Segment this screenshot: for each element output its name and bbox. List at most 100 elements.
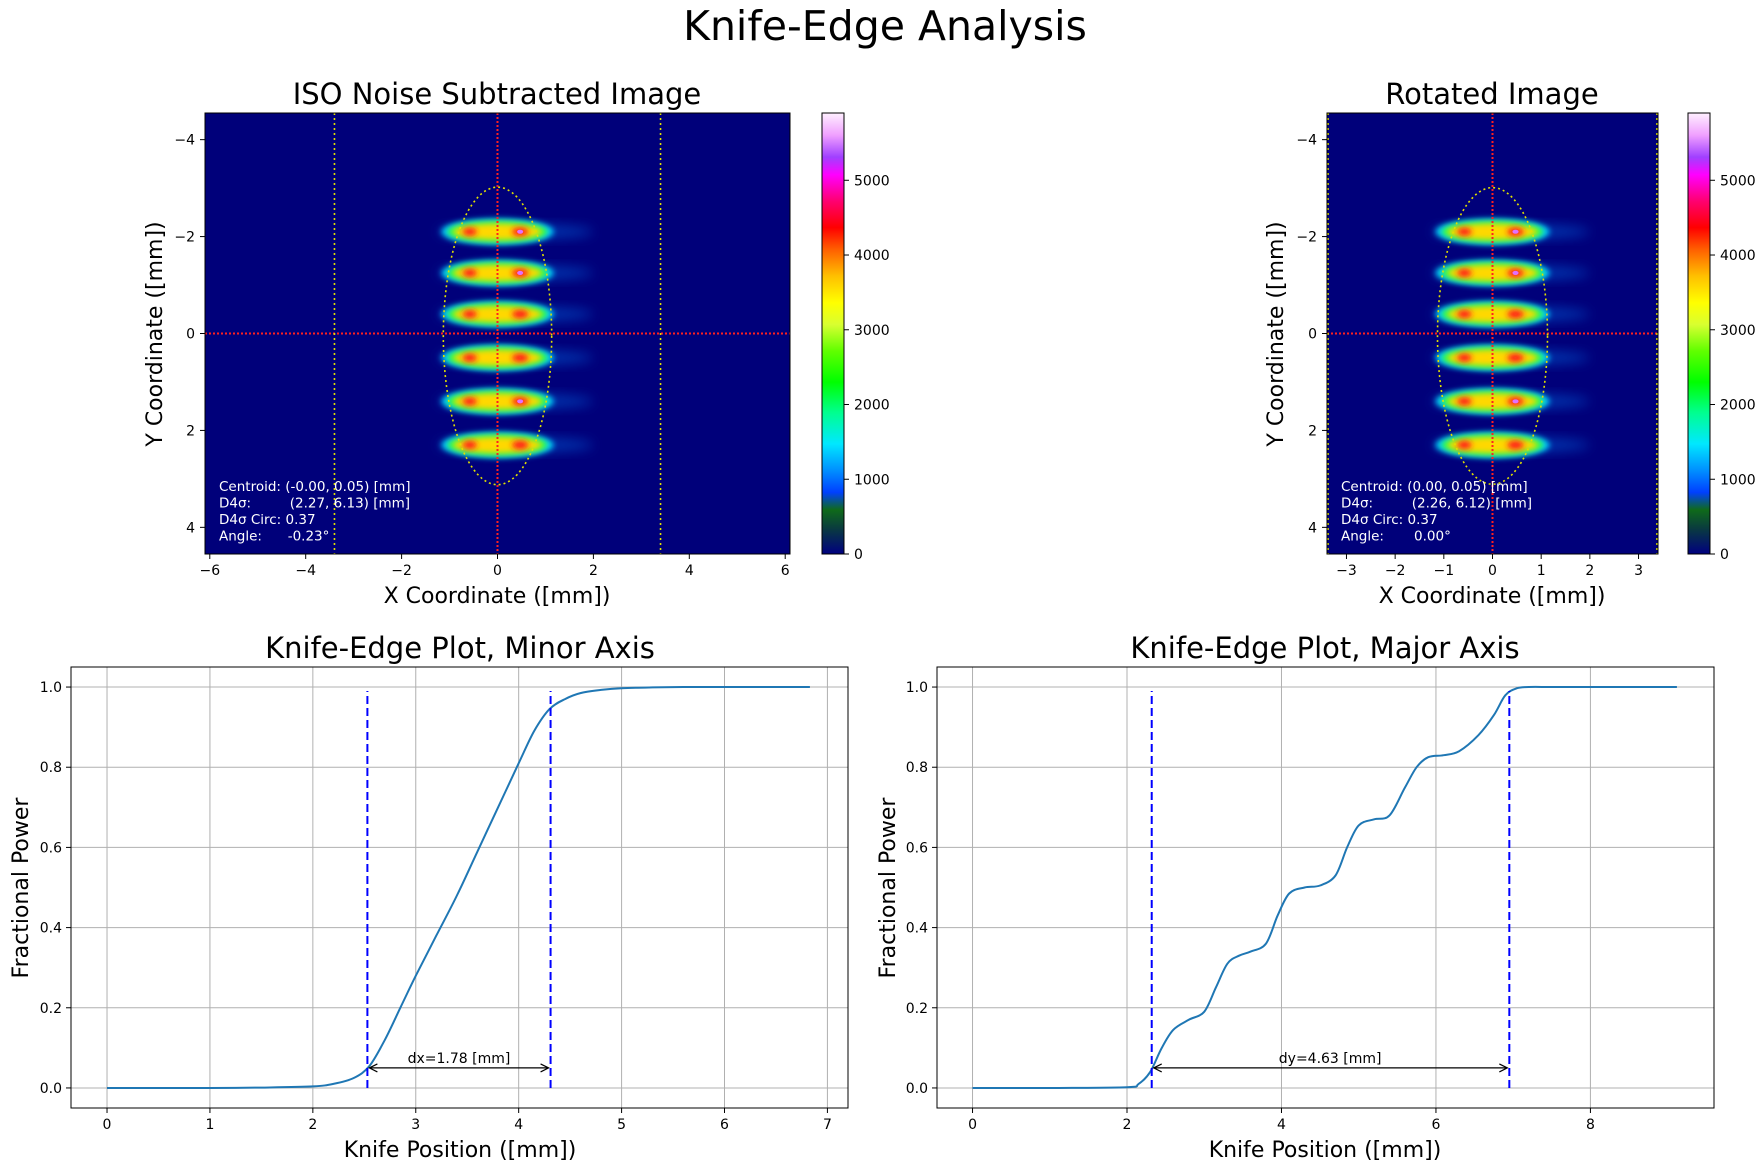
x-tick-label: 0 (1488, 563, 1497, 579)
x-tick-label: 8 (1586, 1117, 1595, 1133)
heatmap-iso-overlay (205, 113, 790, 554)
lobe-hotspot (1457, 268, 1472, 277)
beam-lobe (1431, 259, 1590, 287)
lobe-hotspot (462, 227, 477, 236)
y-tick-label: 0.8 (906, 760, 928, 776)
minor-arrow-label: dx=1.78 [mm] (408, 1051, 511, 1067)
y-tick-label: 0.6 (906, 840, 928, 856)
lobe-hotspot (462, 440, 477, 449)
x-tick-label: −3 (1336, 563, 1357, 579)
major-plot-marks (972, 685, 1677, 1090)
beam-lobes (1431, 218, 1590, 459)
heatmap-rotated-ylabel: Y Coordinate ([mm]) (1264, 221, 1289, 447)
colorbar-tick-label: 0 (854, 547, 863, 563)
x-tick-label: 6 (781, 563, 790, 579)
y-tick-label: −2 (174, 230, 195, 246)
lobe-hotspot (462, 353, 477, 362)
heatmap-rotated-ticks: −3 −2 −1 0 1 2 3 −4 −2 0 2 4 (1296, 133, 1643, 579)
y-tick-label: 0.4 (906, 921, 928, 937)
major-plot-frame (936, 666, 1715, 1109)
annotation-line: D4σ: (2.26, 6.12) [mm] (1341, 496, 1532, 512)
heatmap-panel-iso: ISO Noise Subtracted Image −6 −4 −2 0 2 4 6−4−… (143, 77, 890, 609)
major-plot-grid (937, 667, 1714, 1108)
y-tick-label: 0 (1308, 327, 1317, 343)
width-arrow-head-right (1499, 1063, 1509, 1073)
x-tick-label: 5 (617, 1117, 626, 1133)
colorbar-tick-label: 4000 (1720, 248, 1756, 264)
lobe-hotspot (1507, 309, 1524, 319)
beam-lobe (1431, 431, 1590, 459)
x-tick-label: 0 (103, 1117, 112, 1133)
lobe-hotspot (1507, 440, 1524, 450)
width-arrow-head-right (540, 1063, 550, 1073)
colorbar-tick-label: 4000 (854, 248, 890, 264)
annotation-line: Centroid: (0.00, 0.05) [mm] (1341, 479, 1528, 495)
y-tick-label: −4 (1296, 133, 1317, 149)
lobe-hotspot (512, 440, 529, 450)
knife-edge-curve (107, 686, 810, 1089)
width-arrow-head-left (1152, 1063, 1162, 1073)
heatmap-rotated-overlay (1327, 113, 1658, 554)
x-tick-label: 0 (968, 1117, 977, 1133)
colorbar-tick-label: 5000 (1720, 173, 1756, 189)
x-tick-label: 6 (720, 1117, 729, 1133)
x-tick-label: 2 (1585, 563, 1594, 579)
beam-lobe (1431, 300, 1590, 328)
x-tick-label: 2 (589, 563, 598, 579)
lobe-hotspot (1457, 310, 1472, 319)
major-plot-ticks: 0 2 4 6 8 0.0 0.2 0.4 0.6 0.8 1.0 (906, 680, 1595, 1133)
y-tick-label: 0.0 (906, 1081, 928, 1097)
beam-lobe (437, 300, 594, 328)
x-tick-label: −2 (391, 563, 412, 579)
x-tick-label: 2 (1123, 1117, 1132, 1133)
x-tick-label: 0 (493, 563, 502, 579)
lobe-peak (1512, 229, 1519, 234)
lobe-hotspot (1457, 397, 1472, 406)
colorbar-iso-ticks: 0 1000 2000 3000 4000 5000 (844, 173, 890, 563)
minor-plot-marks (107, 686, 810, 1089)
y-tick-label: 4 (1308, 520, 1317, 536)
minor-plot-grid (71, 667, 848, 1108)
colorbar-tick-label: 2000 (854, 398, 890, 414)
minor-plot-xlabel: Knife Position ([mm]) (344, 1138, 577, 1163)
y-tick-label: 0.0 (40, 1081, 62, 1097)
colorbar-rotated (1687, 112, 1711, 555)
minor-plot-ylabel: Fractional Power (9, 797, 34, 979)
major-plot-xlabel: Knife Position ([mm]) (1209, 1138, 1442, 1163)
heatmap-iso-ylabel: Y Coordinate ([mm]) (143, 221, 168, 447)
heatmap-panel-rotated: Rotated Image −3 −2 −1 0 1 2 3 −4 −2 0 2 4 Centroid… (1264, 77, 1756, 609)
x-tick-label: 3 (411, 1117, 420, 1133)
y-tick-label: 2 (186, 423, 195, 439)
y-tick-label: 1.0 (906, 680, 928, 696)
x-tick-label: 6 (1431, 1117, 1440, 1133)
beam-lobe (437, 344, 594, 371)
figure-title: Knife-Edge Analysis (683, 2, 1087, 50)
lobe-peak (1512, 399, 1519, 404)
knife-edge-major-panel: Knife-Edge Plot, Major Axis 0 2 4 6 80.00.20… (876, 631, 1715, 1163)
heatmap-rotated-annotation: Centroid: (0.00, 0.05) [mm]D4σ: (2.26, 6… (1341, 479, 1532, 545)
y-tick-label: −2 (1296, 230, 1317, 246)
lobe-hotspot (462, 310, 477, 319)
colorbar-rotated-ticks: 0 1000 2000 3000 4000 5000 (1710, 173, 1756, 563)
beam-lobe (437, 431, 594, 459)
colorbar-iso (821, 112, 845, 555)
lobe-peak (517, 229, 524, 234)
x-tick-label: 1 (205, 1117, 214, 1133)
lobe-hotspot (1507, 353, 1524, 363)
width-arrow-head-left (368, 1063, 378, 1073)
x-tick-label: 4 (514, 1117, 523, 1133)
lobe-hotspot (512, 309, 529, 319)
knife-edge-minor-panel: Knife-Edge Plot, Minor Axis 0 1 2 3 4 5 6 70.00… (9, 631, 849, 1163)
y-tick-label: 4 (186, 520, 195, 536)
colorbar-tick-label: 3000 (854, 323, 890, 339)
x-tick-label: −4 (295, 563, 316, 579)
minor-plot-title: Knife-Edge Plot, Minor Axis (265, 631, 655, 665)
beam-lobe (1431, 218, 1590, 245)
x-tick-label: 4 (685, 563, 694, 579)
colorbar-tick-label: 3000 (1720, 323, 1756, 339)
colorbar-tick-label: 2000 (1720, 398, 1756, 414)
lobe-hotspot (462, 268, 477, 277)
annotation-line: D4σ Circ: 0.37 (1341, 512, 1438, 528)
x-tick-label: −1 (1434, 563, 1455, 579)
beam-lobe (1431, 388, 1590, 415)
